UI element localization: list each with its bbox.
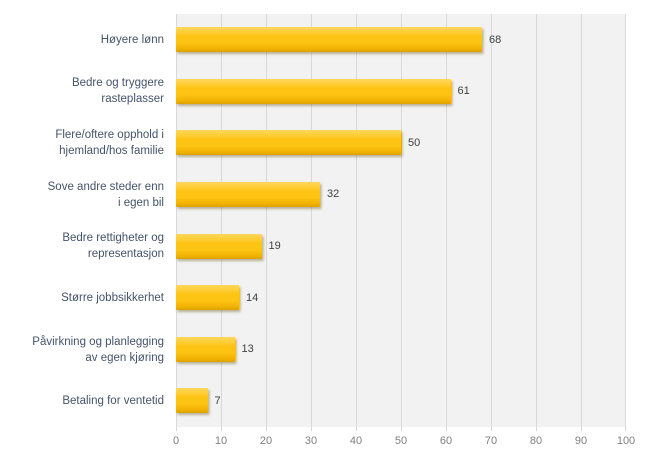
x-tick-mark-100 — [625, 427, 626, 431]
bar-1 — [176, 78, 451, 104]
x-tick-label-30: 30 — [304, 435, 318, 447]
gridline-10 — [221, 14, 222, 427]
value-label: 50 — [408, 136, 421, 149]
gridline-80 — [536, 14, 537, 427]
value-label: 13 — [241, 343, 254, 356]
x-tick-label-0: 0 — [172, 435, 180, 447]
bar-5 — [176, 285, 239, 311]
category-label: Høyere lønn — [100, 33, 164, 46]
x-tick-mark-40 — [356, 427, 357, 431]
category-label: Større jobbsikkerhet — [61, 291, 164, 304]
gridline-90 — [581, 14, 582, 427]
x-tick-label-90: 90 — [574, 435, 588, 447]
value-label: 68 — [489, 33, 502, 46]
bar-3 — [176, 181, 320, 207]
category-label: Bedre og tryggere rasteplasser — [71, 77, 164, 106]
gridline-100 — [625, 14, 626, 427]
category-label: Bedre rettigheter og representasjon — [62, 232, 164, 261]
value-label: 32 — [327, 188, 340, 201]
bar-row: 50 — [176, 117, 626, 169]
category-axis-labels: Høyere lønn Bedre og tryggere rasteplasser… — [0, 14, 164, 427]
value-label: 61 — [457, 85, 470, 98]
bar-4 — [176, 233, 262, 259]
bar-row: 19 — [176, 221, 626, 273]
x-tick-label-60: 60 — [439, 435, 453, 447]
gridline-20 — [266, 14, 267, 427]
bar-2 — [176, 130, 401, 156]
gridline-70 — [491, 14, 492, 427]
bar-row: 61 — [176, 66, 626, 118]
gridline-0 — [176, 14, 177, 427]
bar-row: 68 — [176, 14, 626, 66]
x-tick-label-40: 40 — [349, 435, 363, 447]
x-tick-mark-90 — [581, 427, 582, 431]
x-tick-label-10: 10 — [214, 435, 228, 447]
bar-6 — [176, 336, 235, 362]
plot-area: 68 61 50 32 19 14 13 7 — [176, 14, 626, 427]
x-tick-mark-70 — [491, 427, 492, 431]
x-tick-label-50: 50 — [394, 435, 408, 447]
value-label: 7 — [214, 394, 221, 407]
category-label: Flere/oftere opphold i hjemland/hos famil… — [55, 129, 164, 158]
x-tick-label-80: 80 — [529, 435, 543, 447]
x-tick-mark-60 — [446, 427, 447, 431]
x-tick-mark-80 — [536, 427, 537, 431]
bar-row: 14 — [176, 272, 626, 324]
gridline-50 — [401, 14, 402, 427]
category-label: Påvirkning og planlegging av egen kjøring — [32, 335, 164, 364]
x-tick-mark-20 — [266, 427, 267, 431]
gridline-40 — [356, 14, 357, 427]
x-tick-mark-30 — [311, 427, 312, 431]
gridline-60 — [446, 14, 447, 427]
x-tick-mark-50 — [401, 427, 402, 431]
x-tick-label-70: 70 — [484, 435, 498, 447]
x-tick-label-20: 20 — [259, 435, 273, 447]
category-label: Sove andre steder enn i egen bil — [47, 180, 164, 209]
x-tick-mark-0 — [176, 427, 177, 431]
bar-row: 7 — [176, 375, 626, 427]
x-tick-mark-10 — [221, 427, 222, 431]
category-label: Betaling for ventetid — [62, 395, 164, 408]
value-label: 14 — [246, 291, 259, 304]
x-axis: 0 10 20 30 40 50 60 70 80 90 100 — [172, 427, 635, 463]
bar-row: 13 — [176, 324, 626, 376]
x-tick-label-100: 100 — [616, 435, 636, 447]
gridline-30 — [311, 14, 312, 427]
value-label: 19 — [268, 240, 281, 252]
bar-0 — [176, 27, 482, 52]
bar-7 — [176, 388, 208, 414]
bar-row: 32 — [176, 169, 626, 221]
